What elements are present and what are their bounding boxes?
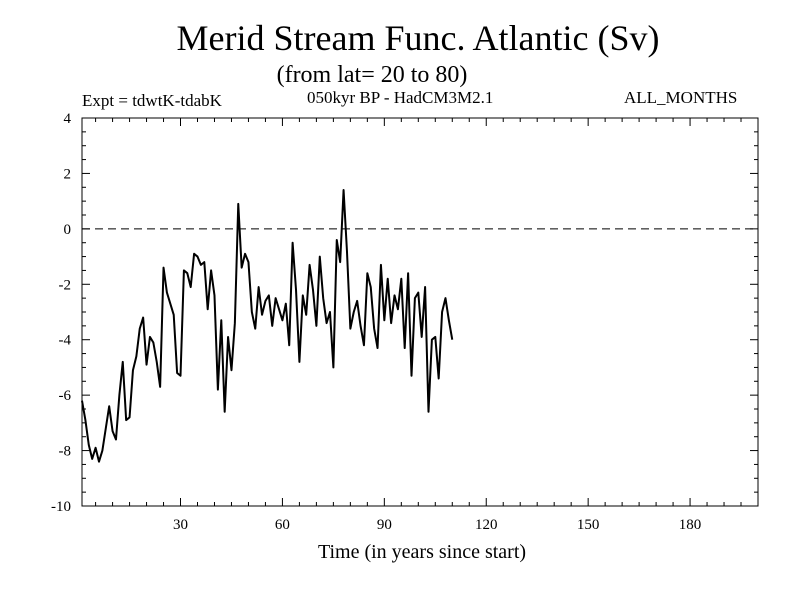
- x-tick-label: 30: [173, 517, 188, 533]
- x-tick-label: 90: [377, 517, 392, 533]
- x-tick-label: 120: [475, 517, 498, 533]
- x-tick-label: 180: [679, 517, 702, 533]
- y-tick-label: 2: [64, 166, 72, 182]
- y-tick-label: -10: [51, 499, 71, 515]
- x-axis-label: Time (in years since start): [318, 541, 526, 563]
- chart-title: Merid Stream Func. Atlantic (Sv): [176, 18, 660, 58]
- y-tick-label: -2: [59, 277, 72, 293]
- y-tick-label: 0: [64, 222, 72, 238]
- series-line: [81, 189, 454, 463]
- experiment-label: Expt = tdwtK-tdabK: [82, 91, 222, 110]
- y-tick-label: -6: [59, 388, 72, 404]
- x-tick-label: 150: [577, 517, 600, 533]
- y-tick-label: -8: [59, 444, 72, 460]
- y-tick-label: -4: [59, 333, 72, 349]
- months-label: ALL_MONTHS: [624, 88, 738, 107]
- period-label: 050kyr BP - HadCM3M2.1: [307, 88, 494, 107]
- x-tick-label: 60: [275, 517, 290, 533]
- chart-subtitle: (from lat= 20 to 80): [276, 62, 468, 88]
- y-tick-label: 4: [64, 111, 72, 127]
